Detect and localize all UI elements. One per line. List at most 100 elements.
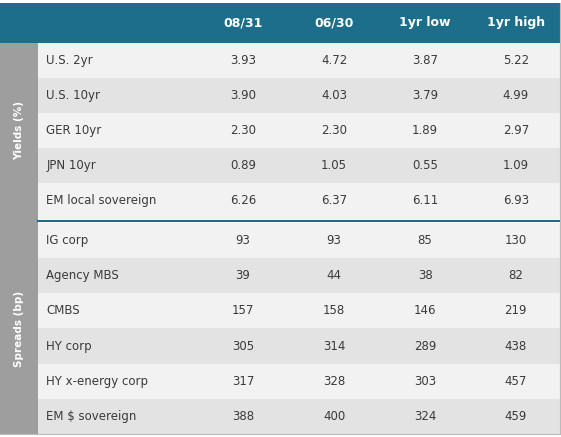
Bar [38,293,197,329]
Text: 2.30: 2.30 [321,124,347,137]
Text: 457: 457 [504,375,527,388]
Text: EM local sovereign: EM local sovereign [46,194,157,208]
Text: CMBS: CMBS [46,304,80,317]
Bar [380,399,471,434]
Text: 39: 39 [236,269,251,282]
Text: HY x-energy corp: HY x-energy corp [46,375,148,388]
Text: 1yr high: 1yr high [487,16,545,29]
Bar [471,223,561,258]
Text: Yields (%): Yields (%) [14,101,24,160]
Bar [380,113,471,148]
Text: 1.89: 1.89 [412,124,438,137]
Text: 6.37: 6.37 [321,194,347,208]
Bar [38,364,197,399]
Bar [197,78,288,113]
Text: 2.97: 2.97 [503,124,529,137]
Bar [197,148,288,183]
Bar [0,183,38,218]
Text: 328: 328 [323,375,345,388]
Text: 93: 93 [236,234,251,247]
Bar [471,364,561,399]
Bar [471,329,561,364]
Bar [471,183,561,218]
Bar [38,113,197,148]
Text: 0.55: 0.55 [412,159,438,172]
Bar [380,329,471,364]
Text: 38: 38 [418,269,433,282]
Bar [197,329,288,364]
Text: 219: 219 [504,304,527,317]
Text: 6.93: 6.93 [503,194,529,208]
Text: 3.87: 3.87 [412,54,438,67]
Text: 6.11: 6.11 [412,194,438,208]
Bar [288,399,380,434]
Bar [0,399,38,434]
Text: 305: 305 [232,340,254,353]
Bar [471,78,561,113]
Bar [288,258,380,293]
Text: 459: 459 [504,410,527,423]
Bar [197,364,288,399]
Text: JPN 10yr: JPN 10yr [46,159,96,172]
Bar [0,329,38,364]
Bar [197,258,288,293]
Text: 1yr low: 1yr low [399,16,451,29]
Bar [38,329,197,364]
Text: 400: 400 [323,410,345,423]
Text: 314: 314 [323,340,345,353]
Text: EM $ sovereign: EM $ sovereign [46,410,136,423]
Text: 303: 303 [414,375,436,388]
Bar [197,113,288,148]
Text: 4.72: 4.72 [321,54,347,67]
Bar [380,3,471,42]
Bar [471,293,561,329]
Bar [38,42,197,78]
Bar [380,223,471,258]
Bar [0,293,38,329]
Bar [471,3,561,42]
Bar [471,258,561,293]
Bar [197,3,288,42]
Bar [380,364,471,399]
Bar [380,148,471,183]
Text: 06/30: 06/30 [314,16,354,29]
Text: 4.99: 4.99 [503,89,529,102]
Text: 08/31: 08/31 [223,16,263,29]
Text: 1.09: 1.09 [503,159,529,172]
Bar [38,148,197,183]
Text: U.S. 10yr: U.S. 10yr [46,89,100,102]
Bar [197,223,288,258]
Bar [471,148,561,183]
Text: 289: 289 [414,340,436,353]
Text: 1.05: 1.05 [321,159,347,172]
Text: Agency MBS: Agency MBS [46,269,119,282]
Bar [471,113,561,148]
Text: 317: 317 [232,375,254,388]
Text: 3.79: 3.79 [412,89,438,102]
Text: 85: 85 [418,234,433,247]
Bar [0,218,561,223]
Text: Spreads (bp): Spreads (bp) [14,290,24,367]
Text: 388: 388 [232,410,254,423]
Bar [197,293,288,329]
Bar [197,183,288,218]
Bar [197,42,288,78]
Bar [0,42,38,78]
Bar [38,3,197,42]
Bar [0,258,38,293]
Bar [288,223,380,258]
Bar [380,78,471,113]
Bar [38,399,197,434]
Text: 3.93: 3.93 [230,54,256,67]
Bar [38,78,197,113]
Text: 438: 438 [505,340,527,353]
Bar [38,258,197,293]
Text: HY corp: HY corp [46,340,92,353]
Bar [38,183,197,218]
Bar [380,258,471,293]
Bar [288,329,380,364]
Text: 5.22: 5.22 [503,54,529,67]
Bar [0,364,38,399]
Bar [0,78,38,113]
Bar [288,42,380,78]
